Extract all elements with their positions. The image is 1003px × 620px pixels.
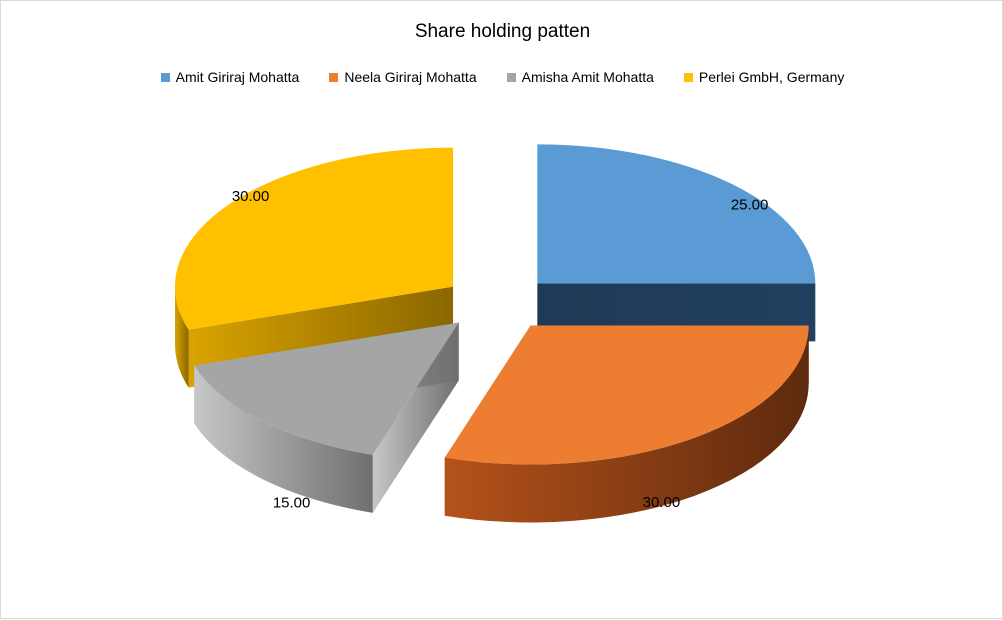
legend-label: Neela Giriraj Mohatta — [344, 69, 477, 85]
pie-slice-top — [537, 144, 816, 284]
pie-slice-top — [194, 322, 459, 455]
chart-title: Share holding patten — [414, 21, 591, 42]
legend-item-amit: Amit Giriraj Mohatta — [160, 69, 300, 85]
legend-label: Amisha Amit Mohatta — [521, 69, 654, 85]
legend-item-amisha: Amisha Amit Mohatta — [506, 69, 654, 85]
legend-swatch — [160, 72, 170, 82]
pie-slice-outer-wall — [175, 286, 189, 388]
legend-swatch — [506, 72, 516, 82]
pie-slice-amisha — [194, 322, 459, 513]
data-label: 30.00 — [643, 494, 681, 511]
pie-slice-outer-wall — [444, 325, 809, 523]
data-label: 30.00 — [232, 188, 270, 205]
data-label: 15.00 — [273, 495, 311, 512]
legend-swatch — [329, 72, 339, 82]
legend-item-perlei: Perlei GmbH, Germany — [683, 69, 845, 85]
legend-item-neela: Neela Giriraj Mohatta — [329, 69, 477, 85]
pie-slice-outer-wall — [194, 365, 373, 513]
legend-label: Amit Giriraj Mohatta — [175, 69, 300, 85]
chart-legend: Amit Giriraj Mohatta Neela Giriraj Mohat… — [1, 69, 1003, 85]
legend-swatch — [683, 72, 693, 82]
legend-label: Perlei GmbH, Germany — [698, 69, 845, 85]
data-label: 25.00 — [731, 197, 769, 214]
pie-slice-top — [175, 147, 454, 330]
pie-slice-top — [444, 325, 809, 465]
pie-slice-neela — [444, 325, 809, 523]
pie-slice-amit — [537, 144, 816, 342]
